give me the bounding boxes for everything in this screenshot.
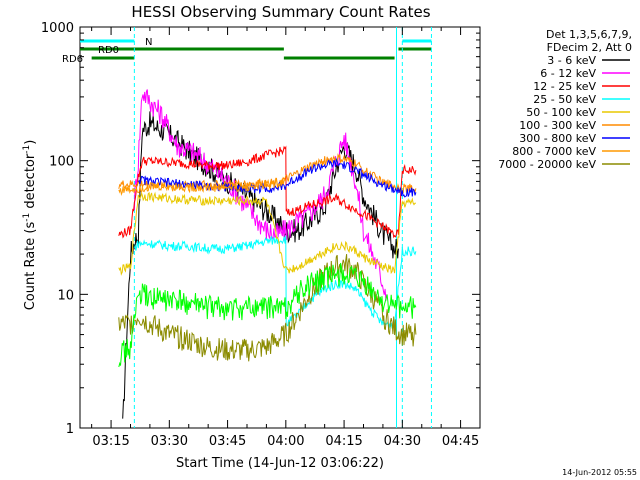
y-axis: 1 10 100 1000 — [41, 21, 480, 437]
y-axis-label-sup: -1 — [22, 213, 32, 222]
footer-timestamp: 14-Jun-2012 05:55 — [562, 468, 637, 477]
series-line — [122, 111, 399, 419]
legend-label: 300 - 800 keV — [519, 132, 596, 145]
legend-header: Det 1,3,5,6,7,9, — [546, 28, 632, 41]
y-axis-label-part: Count Rate (s — [23, 222, 38, 311]
legend-label: 3 - 6 keV — [547, 54, 596, 67]
legend-label: 100 - 300 keV — [519, 119, 596, 132]
plot-area — [79, 26, 481, 429]
series-line — [118, 145, 417, 239]
series-line — [133, 235, 417, 329]
series-line — [118, 254, 417, 362]
y-axis-label-sup2: -1 — [22, 145, 32, 154]
x-axis-label: Start Time (14-Jun-12 03:06:22) — [176, 456, 384, 471]
y-tick-label: 10 — [57, 288, 74, 303]
legend-label: 6 - 12 keV — [540, 67, 596, 80]
flag-bar-label: RD0 — [98, 45, 119, 56]
flag-bar-label: RD6 — [62, 54, 83, 65]
x-tick-label: 04:00 — [267, 434, 304, 449]
x-tick-label: 03:15 — [92, 434, 129, 449]
legend-label: 7000 - 20000 keV — [498, 158, 596, 171]
x-tick-label: 04:45 — [442, 434, 479, 449]
legend-header: FDecim 2, Att 0 — [547, 41, 632, 54]
x-tick-label: 03:30 — [151, 434, 188, 449]
series-line — [118, 153, 417, 194]
plot-border — [79, 26, 481, 429]
legend-label: 50 - 100 keV — [526, 106, 596, 119]
y-axis-label-mid: detector — [23, 153, 38, 213]
x-tick-label: 04:30 — [384, 434, 421, 449]
y-tick-label: 1 — [66, 422, 74, 437]
y-axis-label: Count Rate (s-1 detector-1) — [22, 140, 38, 311]
legend-label: 12 - 25 keV — [533, 80, 596, 93]
series-line — [118, 262, 417, 368]
chart-title: HESSI Observing Summary Count Rates — [131, 3, 430, 21]
series-line — [133, 89, 388, 301]
y-tick-label: 100 — [49, 155, 74, 170]
flag-bar-label: N — [145, 37, 152, 48]
series-line — [118, 177, 287, 196]
series-line — [118, 191, 416, 276]
y-tick-label: 1000 — [41, 21, 74, 36]
legend-label: 25 - 50 keV — [533, 93, 596, 106]
vertical-markers — [133, 27, 432, 428]
legend-label: 800 - 7000 keV — [512, 145, 596, 158]
x-tick-label: 04:15 — [325, 434, 362, 449]
series-layer — [118, 89, 417, 419]
flag-bars: N RD0 RD6 — [62, 37, 432, 65]
x-tick-label: 03:45 — [209, 434, 246, 449]
y-axis-label-end: ) — [23, 140, 38, 145]
legend: Det 1,3,5,6,7,9,FDecim 2, Att 03 - 6 keV… — [498, 28, 632, 171]
x-axis: 03:15 03:30 03:45 04:00 04:15 04:30 04:45 — [91, 27, 481, 449]
